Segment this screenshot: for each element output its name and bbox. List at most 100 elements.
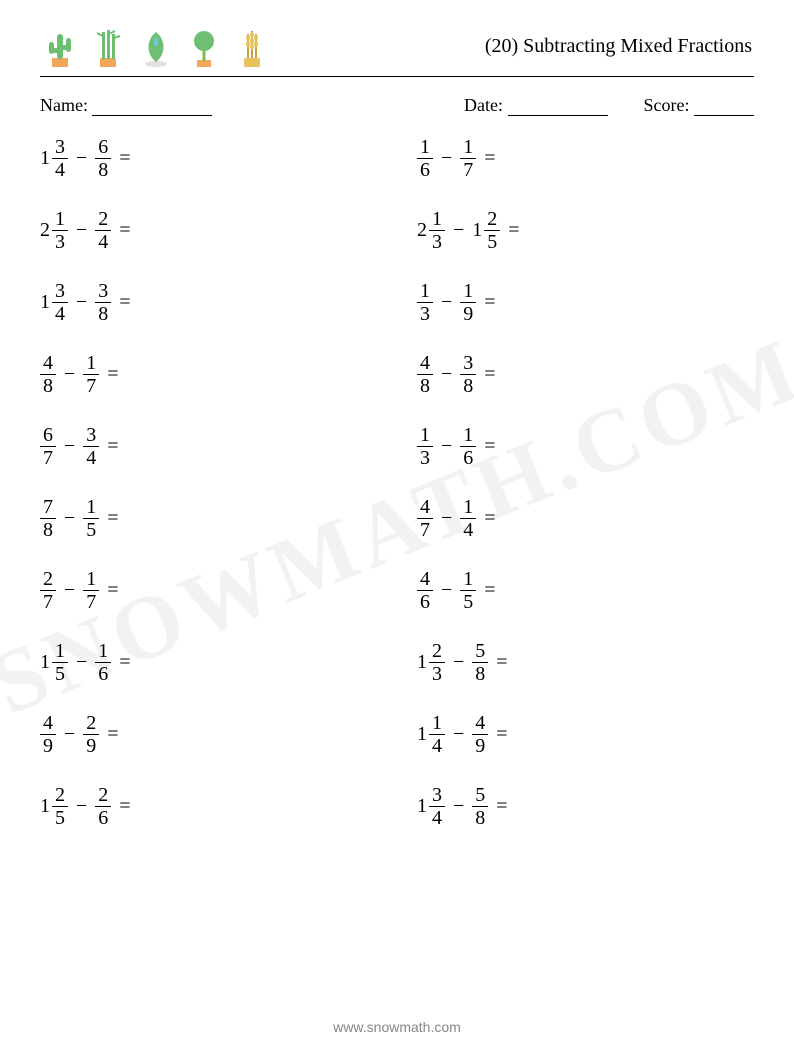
name-blank[interactable] bbox=[92, 95, 212, 116]
denominator: 8 bbox=[417, 374, 433, 396]
page-title: (20) Subtracting Mixed Fractions bbox=[485, 35, 752, 58]
mixed-number: 46 bbox=[417, 569, 433, 612]
mixed-number: 16 bbox=[460, 425, 476, 468]
mixed-number: 15 bbox=[460, 569, 476, 612]
fraction: 13 bbox=[417, 425, 433, 468]
denominator: 5 bbox=[52, 662, 68, 684]
mixed-number: 49 bbox=[472, 713, 488, 756]
whole-part: 1 bbox=[40, 291, 50, 314]
whole-part: 1 bbox=[417, 651, 427, 674]
numerator: 3 bbox=[83, 425, 99, 446]
problem: 78−15= bbox=[40, 496, 377, 540]
equals: = bbox=[484, 291, 495, 314]
denominator: 7 bbox=[83, 374, 99, 396]
equals: = bbox=[484, 363, 495, 386]
problem: 48−38= bbox=[417, 352, 754, 396]
mixed-number: 24 bbox=[95, 209, 111, 252]
fraction: 34 bbox=[83, 425, 99, 468]
mixed-number: 134 bbox=[40, 281, 68, 324]
mixed-number: 115 bbox=[40, 641, 68, 684]
numerator: 3 bbox=[52, 281, 68, 302]
fraction: 49 bbox=[472, 713, 488, 756]
score-blank[interactable] bbox=[694, 95, 754, 116]
problem: 114−49= bbox=[417, 712, 754, 756]
equals: = bbox=[484, 435, 495, 458]
denominator: 7 bbox=[40, 590, 56, 612]
fraction: 14 bbox=[429, 713, 445, 756]
mixed-number: 58 bbox=[472, 641, 488, 684]
mixed-number: 125 bbox=[40, 785, 68, 828]
numerator: 2 bbox=[52, 785, 68, 806]
minus-op: − bbox=[441, 147, 452, 170]
numerator: 4 bbox=[417, 353, 433, 374]
problem: 48−17= bbox=[40, 352, 377, 396]
problem: 46−15= bbox=[417, 568, 754, 612]
numerator: 6 bbox=[95, 137, 111, 158]
denominator: 6 bbox=[95, 662, 111, 684]
numerator: 3 bbox=[52, 137, 68, 158]
plant-icons bbox=[42, 24, 270, 68]
problem-grid: 134−68=16−17=213−24=213−125=134−38=13−19… bbox=[40, 132, 754, 828]
denominator: 8 bbox=[95, 158, 111, 180]
header-rule bbox=[40, 76, 754, 77]
mixed-number: 34 bbox=[83, 425, 99, 468]
numerator: 5 bbox=[472, 641, 488, 662]
fraction: 49 bbox=[40, 713, 56, 756]
problem: 213−24= bbox=[40, 208, 377, 252]
fraction: 68 bbox=[95, 137, 111, 180]
fraction: 34 bbox=[429, 785, 445, 828]
mixed-number: 68 bbox=[95, 137, 111, 180]
equals: = bbox=[107, 363, 118, 386]
mixed-number: 27 bbox=[40, 569, 56, 612]
fraction: 29 bbox=[83, 713, 99, 756]
minus-op: − bbox=[76, 291, 87, 314]
numerator: 7 bbox=[40, 497, 56, 518]
denominator: 8 bbox=[472, 806, 488, 828]
minus-op: − bbox=[441, 507, 452, 530]
denominator: 4 bbox=[429, 734, 445, 756]
fraction: 38 bbox=[460, 353, 476, 396]
mixed-number: 15 bbox=[83, 497, 99, 540]
minus-op: − bbox=[76, 651, 87, 674]
mixed-number: 48 bbox=[40, 353, 56, 396]
problem: 47−14= bbox=[417, 496, 754, 540]
numerator: 1 bbox=[460, 569, 476, 590]
numerator: 4 bbox=[40, 353, 56, 374]
problem: 115−16= bbox=[40, 640, 377, 684]
equals: = bbox=[484, 507, 495, 530]
mixed-number: 29 bbox=[83, 713, 99, 756]
mixed-number: 213 bbox=[40, 209, 68, 252]
denominator: 7 bbox=[40, 446, 56, 468]
fraction: 13 bbox=[429, 209, 445, 252]
denominator: 7 bbox=[83, 590, 99, 612]
equals: = bbox=[484, 147, 495, 170]
problem: 13−16= bbox=[417, 424, 754, 468]
problem: 67−34= bbox=[40, 424, 377, 468]
denominator: 6 bbox=[417, 158, 433, 180]
whole-part: 2 bbox=[417, 219, 427, 242]
numerator: 1 bbox=[429, 209, 445, 230]
problem: 27−17= bbox=[40, 568, 377, 612]
mixed-number: 49 bbox=[40, 713, 56, 756]
numerator: 1 bbox=[417, 281, 433, 302]
mixed-number: 67 bbox=[40, 425, 56, 468]
numerator: 6 bbox=[40, 425, 56, 446]
mixed-number: 16 bbox=[95, 641, 111, 684]
numerator: 1 bbox=[83, 497, 99, 518]
denominator: 7 bbox=[460, 158, 476, 180]
fraction: 13 bbox=[52, 209, 68, 252]
footer-url: www.snowmath.com bbox=[0, 1019, 794, 1035]
mixed-number: 17 bbox=[460, 137, 476, 180]
numerator: 1 bbox=[417, 425, 433, 446]
denominator: 9 bbox=[40, 734, 56, 756]
fraction: 48 bbox=[417, 353, 433, 396]
denominator: 5 bbox=[52, 806, 68, 828]
date-blank[interactable] bbox=[508, 95, 608, 116]
minus-op: − bbox=[64, 507, 75, 530]
mixed-number: 19 bbox=[460, 281, 476, 324]
problem: 134−58= bbox=[417, 784, 754, 828]
numerator: 2 bbox=[40, 569, 56, 590]
equals: = bbox=[484, 579, 495, 602]
problem: 213−125= bbox=[417, 208, 754, 252]
numerator: 3 bbox=[95, 281, 111, 302]
